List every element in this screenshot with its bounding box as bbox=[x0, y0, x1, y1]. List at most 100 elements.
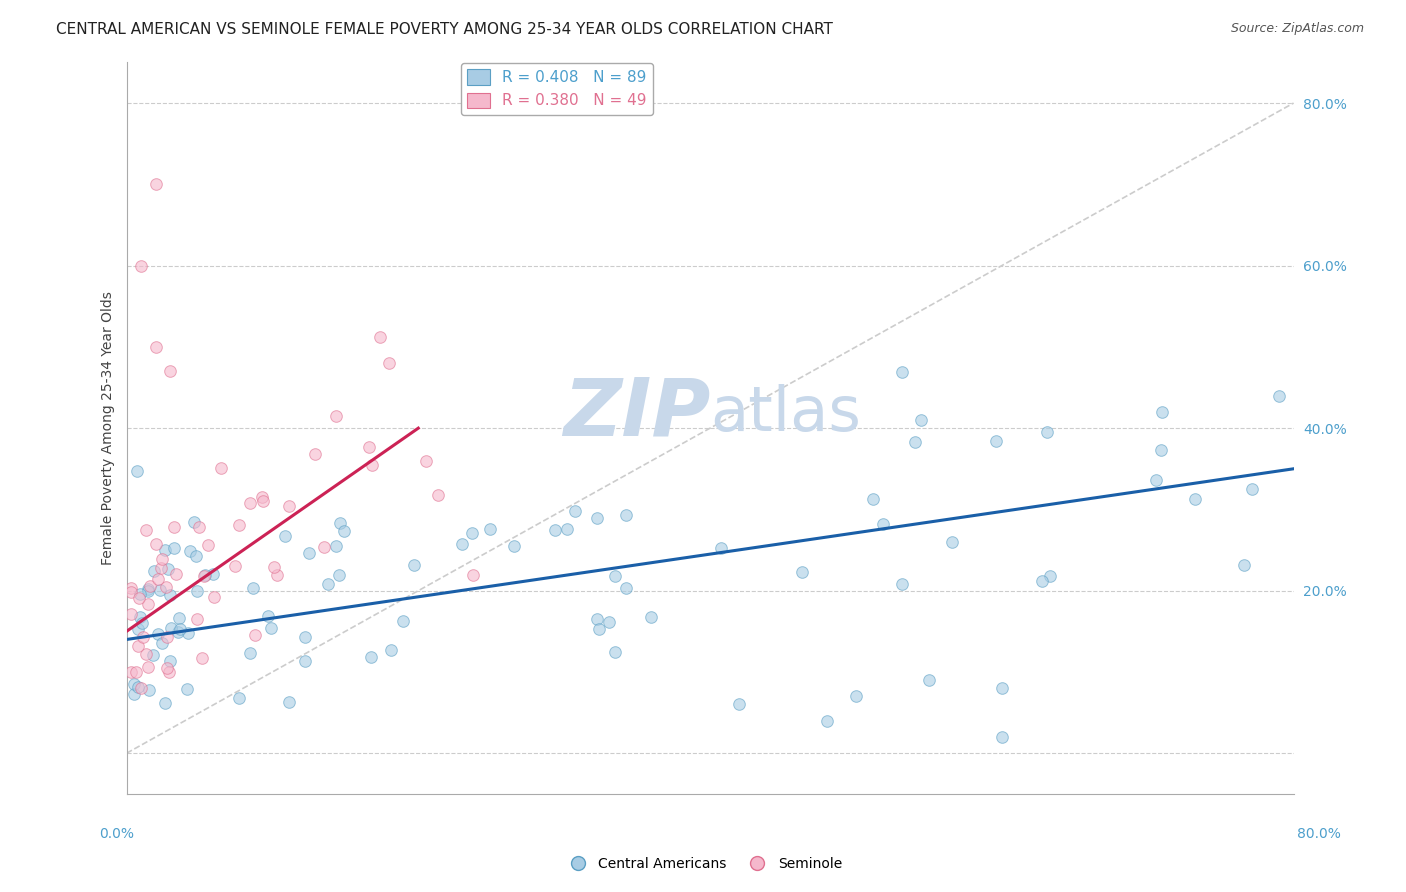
Text: CENTRAL AMERICAN VS SEMINOLE FEMALE POVERTY AMONG 25-34 YEAR OLDS CORRELATION CH: CENTRAL AMERICAN VS SEMINOLE FEMALE POVE… bbox=[56, 22, 834, 37]
Text: 0.0%: 0.0% bbox=[100, 827, 134, 841]
Point bbox=[260, 621, 283, 635]
Point bbox=[122, 687, 145, 701]
Point bbox=[155, 580, 177, 594]
Text: ZIP: ZIP bbox=[562, 375, 710, 452]
Point bbox=[150, 551, 173, 566]
Point bbox=[132, 631, 155, 645]
Point bbox=[252, 493, 274, 508]
Point bbox=[193, 568, 215, 582]
Point bbox=[125, 665, 148, 679]
Point bbox=[298, 546, 321, 560]
Point bbox=[148, 572, 170, 586]
Point bbox=[391, 614, 413, 628]
Point bbox=[890, 576, 912, 591]
Point bbox=[333, 524, 356, 538]
Point bbox=[127, 639, 149, 653]
Point bbox=[278, 499, 301, 513]
Point bbox=[404, 558, 426, 573]
Point bbox=[1144, 473, 1167, 487]
Point bbox=[139, 579, 162, 593]
Point bbox=[120, 607, 142, 622]
Point bbox=[127, 680, 149, 694]
Point bbox=[228, 690, 250, 705]
Point bbox=[1232, 558, 1254, 573]
Point bbox=[183, 516, 205, 530]
Point bbox=[427, 488, 450, 502]
Point bbox=[815, 714, 838, 728]
Point bbox=[186, 584, 208, 599]
Point bbox=[1031, 574, 1053, 588]
Point bbox=[328, 567, 350, 582]
Point bbox=[1038, 569, 1060, 583]
Point bbox=[209, 461, 232, 475]
Point bbox=[142, 564, 165, 578]
Point bbox=[156, 630, 179, 644]
Point bbox=[156, 661, 179, 675]
Point bbox=[120, 665, 142, 679]
Legend: Central Americans, Seminole: Central Americans, Seminole bbox=[558, 851, 848, 876]
Point bbox=[555, 522, 578, 536]
Point bbox=[564, 504, 586, 518]
Point bbox=[122, 677, 145, 691]
Point bbox=[357, 440, 380, 454]
Point bbox=[202, 566, 225, 581]
Point bbox=[202, 590, 225, 604]
Point bbox=[129, 259, 152, 273]
Point bbox=[228, 517, 250, 532]
Point bbox=[187, 520, 209, 534]
Point bbox=[169, 622, 191, 636]
Point bbox=[224, 559, 246, 574]
Point bbox=[257, 609, 280, 624]
Point bbox=[598, 615, 620, 630]
Point bbox=[891, 365, 914, 379]
Point bbox=[176, 682, 198, 697]
Point bbox=[710, 541, 733, 555]
Point bbox=[163, 520, 186, 534]
Point bbox=[184, 549, 207, 563]
Point bbox=[266, 567, 288, 582]
Point bbox=[245, 628, 267, 642]
Point bbox=[179, 544, 201, 558]
Point bbox=[451, 537, 474, 551]
Point bbox=[145, 537, 167, 551]
Point bbox=[150, 635, 173, 649]
Point bbox=[503, 539, 526, 553]
Point bbox=[728, 698, 751, 712]
Point bbox=[304, 447, 326, 461]
Point bbox=[142, 648, 165, 663]
Point bbox=[167, 625, 190, 640]
Point bbox=[1036, 425, 1059, 439]
Point bbox=[177, 625, 200, 640]
Point bbox=[159, 364, 181, 378]
Point bbox=[1152, 405, 1174, 419]
Point bbox=[129, 609, 152, 624]
Point bbox=[1150, 442, 1173, 457]
Point bbox=[145, 340, 167, 354]
Point bbox=[640, 610, 662, 624]
Point bbox=[120, 581, 142, 595]
Point bbox=[544, 523, 567, 537]
Point bbox=[153, 542, 176, 557]
Point bbox=[163, 541, 186, 555]
Point bbox=[294, 654, 316, 668]
Point bbox=[603, 569, 626, 583]
Point bbox=[136, 584, 159, 599]
Point bbox=[157, 665, 180, 679]
Point bbox=[461, 526, 484, 541]
Point bbox=[128, 591, 150, 606]
Point bbox=[585, 511, 607, 525]
Point bbox=[360, 458, 382, 472]
Point bbox=[941, 535, 963, 549]
Point bbox=[360, 649, 382, 664]
Point bbox=[239, 496, 262, 510]
Point bbox=[146, 627, 169, 641]
Point bbox=[312, 541, 335, 555]
Point bbox=[159, 588, 181, 602]
Point bbox=[1268, 389, 1291, 403]
Point bbox=[329, 516, 352, 530]
Point bbox=[186, 612, 208, 626]
Legend: R = 0.408   N = 89, R = 0.380   N = 49: R = 0.408 N = 89, R = 0.380 N = 49 bbox=[461, 62, 652, 114]
Point bbox=[145, 178, 167, 192]
Text: 80.0%: 80.0% bbox=[1296, 827, 1341, 841]
Y-axis label: Female Poverty Among 25-34 Year Olds: Female Poverty Among 25-34 Year Olds bbox=[101, 291, 115, 566]
